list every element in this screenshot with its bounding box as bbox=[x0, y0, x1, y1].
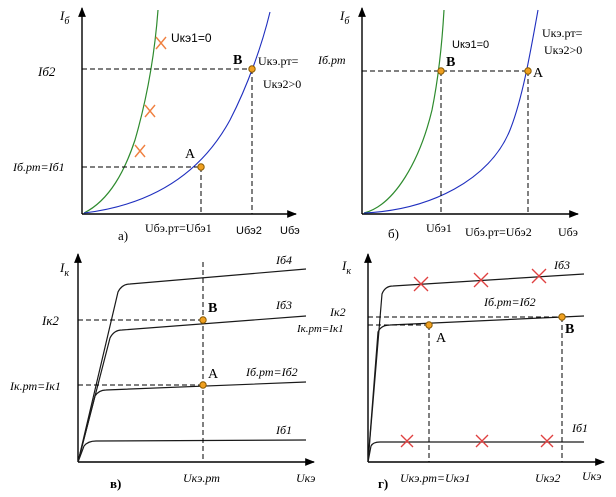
cross-marker bbox=[144, 104, 156, 118]
panel-b-curve-label-2b: Uкэ2>0 bbox=[544, 43, 582, 57]
panel-b-point-a-label: A bbox=[533, 66, 544, 81]
panel-b-x-tick-ube1: Uбэ1 bbox=[426, 221, 452, 235]
cross-marker bbox=[134, 144, 146, 158]
panel-b: Iб Iб.рт B A Uкэ1=0 Uкэ.рт= Uкэ2>0 Uбэ1 … bbox=[317, 7, 583, 241]
panel-a-crosses bbox=[134, 36, 167, 158]
panel-a-curve-label-2b: Uкэ2>0 bbox=[263, 77, 301, 91]
panel-c-point-b bbox=[199, 316, 207, 324]
panel-d-x-tick-uke2: Uкэ2 bbox=[535, 471, 560, 485]
panel-c-curve-ib1 bbox=[77, 439, 307, 463]
panel-d-point-b-label: B bbox=[565, 322, 574, 337]
panel-b-curve-label-2a: Uкэ.рт= bbox=[542, 26, 583, 40]
cross-marker bbox=[540, 434, 554, 448]
panel-b-point-b bbox=[437, 67, 445, 75]
panel-a-y-tick-ib2: Iб2 bbox=[37, 64, 56, 79]
panel-b-curve-uke-positive bbox=[363, 9, 539, 214]
cross-marker bbox=[155, 36, 167, 50]
panel-d-y-axis-label: Iк bbox=[341, 258, 351, 277]
panel-c-curve-ib3 bbox=[77, 315, 307, 463]
panel-d-x-axis-label: Uкэ bbox=[582, 469, 601, 483]
panel-a-point-a-label: A bbox=[185, 147, 196, 162]
panel-a-x-axis-label: Uбэ bbox=[280, 225, 300, 237]
panel-a-point-b bbox=[248, 65, 256, 73]
cross-marker bbox=[531, 268, 547, 284]
panel-d-curve-label-ib3: Iб3 bbox=[553, 258, 570, 272]
panel-a-y-axis-label: Iб bbox=[59, 8, 70, 27]
panel-a-curve-label-1: Uкэ1=0 bbox=[171, 31, 212, 45]
cross-marker bbox=[400, 434, 414, 448]
panel-b-point-b-label: B bbox=[446, 55, 455, 70]
panel-d-caption: г) bbox=[378, 476, 388, 491]
cross-marker bbox=[473, 272, 489, 288]
panel-d-x-tick-uke1: Uкэ.рт=Uкэ1 bbox=[400, 471, 470, 485]
panel-c-point-a bbox=[199, 381, 207, 389]
panel-b-x-axis-label: Uбэ bbox=[558, 225, 578, 239]
panel-c-y-tick-ik1: Iк.рт=Iк1 bbox=[9, 379, 61, 393]
panel-b-curve-uke-zero bbox=[363, 9, 445, 214]
panel-a-y-tick-ib1: Iб.рт=Iб1 bbox=[12, 160, 65, 174]
panel-c-x-axis-label: Uкэ bbox=[296, 471, 315, 485]
panel-b-y-tick-ib: Iб.рт bbox=[317, 53, 346, 67]
panel-d-curve-label-ib1: Iб1 bbox=[571, 421, 588, 435]
panel-a-x-tick-ube2: Uбэ2 bbox=[236, 225, 262, 237]
panel-d: Iк Iк2 Iк.рт=Iк1 A B Iб3 Iб.рт=Iб2 Iб1 U… bbox=[296, 253, 605, 491]
panel-a-point-a bbox=[197, 163, 205, 171]
panel-a-caption: а) bbox=[118, 228, 128, 243]
panel-d-curve-ib2 bbox=[367, 315, 585, 463]
panel-c-curve-ib4 bbox=[77, 268, 307, 463]
panel-d-y-tick-ik2: Iк2 bbox=[329, 305, 346, 319]
panel-a-point-b-label: B bbox=[233, 53, 242, 68]
panel-c-point-a-label: A bbox=[208, 367, 219, 382]
panel-a-curve-uke-positive bbox=[83, 11, 271, 214]
cross-marker bbox=[475, 434, 489, 448]
panel-a-x-tick-ube1: Uбэ.рт=Uбэ1 bbox=[145, 221, 212, 235]
panel-c-curve-label-ib1: Iб1 bbox=[275, 423, 292, 437]
panel-d-point-a-label: A bbox=[436, 331, 447, 346]
cross-marker bbox=[413, 276, 429, 292]
panel-b-y-axis-label: Iб bbox=[339, 8, 350, 27]
panel-a-curve-uke-zero bbox=[83, 9, 159, 214]
panel-c-y-axis-label: Iк bbox=[59, 260, 69, 279]
panel-d-point-b bbox=[558, 313, 566, 321]
panel-b-caption: б) bbox=[388, 226, 399, 241]
panel-c-curve-label-ib3: Iб3 bbox=[275, 298, 292, 312]
panel-c-curve-label-ib2: Iб.рт=Iб2 bbox=[245, 365, 298, 379]
panel-b-curve-label-1: Uкэ1=0 bbox=[452, 39, 489, 51]
panel-c-point-b-label: B bbox=[208, 301, 217, 316]
panel-c-curve-ib2 bbox=[77, 381, 307, 463]
panel-b-x-tick-ube2: Uбэ.рт=Uбэ2 bbox=[465, 225, 532, 239]
panel-d-crosses bbox=[400, 268, 554, 448]
panel-a-curve-label-2a: Uкэ.рт= bbox=[258, 54, 299, 68]
panel-d-y-tick-ik1: Iк.рт=Iк1 bbox=[296, 323, 344, 335]
panel-d-point-a bbox=[425, 321, 433, 329]
panel-c-x-tick-uke: Uкэ.рт bbox=[183, 471, 220, 485]
panel-d-curve-ib3 bbox=[367, 273, 585, 463]
panel-c: Iк Iк2 Iк.рт=Iк1 B A Iб4 Iб3 Iб.рт=Iб2 I… bbox=[9, 253, 315, 491]
panel-d-curve-label-ib2: Iб.рт=Iб2 bbox=[483, 295, 536, 309]
panel-c-caption: в) bbox=[110, 476, 121, 491]
panel-c-curve-label-ib4: Iб4 bbox=[275, 253, 292, 267]
panel-b-point-a bbox=[524, 67, 532, 75]
panel-d-curve-ib1 bbox=[367, 441, 584, 463]
panel-c-y-tick-ik2: Iк2 bbox=[41, 313, 59, 328]
panel-a: Iб Iб2 Iб.рт=Iб1 A B Uкэ1=0 Uкэ.рт= Uкэ2… bbox=[12, 7, 301, 243]
